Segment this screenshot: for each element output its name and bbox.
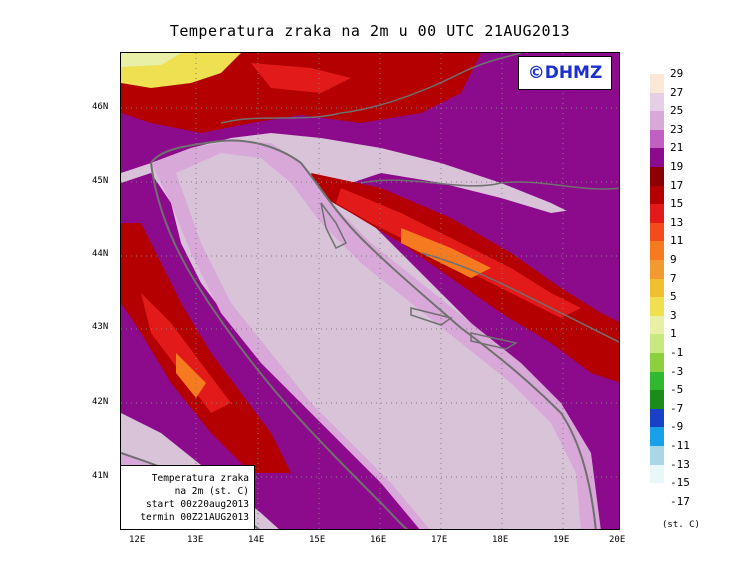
legend-swatch: [650, 334, 664, 353]
legend-swatch: [650, 129, 664, 149]
lat-label-41n: 41N: [92, 471, 109, 481]
legend-label: -1: [670, 346, 684, 359]
legend-label: 9: [670, 253, 677, 266]
legend-label: -15: [670, 476, 690, 490]
legend-label: 3: [670, 308, 677, 322]
lon-label-19e: 19E: [553, 535, 570, 545]
legend-swatch: [650, 185, 664, 205]
legend-label: -17: [670, 494, 690, 508]
legend-swatch: [650, 222, 664, 242]
apennine-orange-core: [176, 353, 206, 398]
legend-swatch: [650, 408, 664, 428]
northern-border: [220, 53, 522, 124]
lat-label-45n: 45N: [92, 176, 109, 186]
legend-label: 1: [670, 327, 677, 341]
legend-swatch: [650, 278, 664, 298]
legend-swatch: [650, 92, 664, 112]
legend-label: 17: [670, 178, 684, 192]
island-korcula: [470, 332, 518, 350]
lat-label-43n: 43N: [92, 322, 109, 332]
legend-label: -3: [670, 364, 684, 378]
legend-label: 21: [670, 141, 684, 155]
lon-label-18e: 18E: [492, 535, 509, 545]
italian-coastline: [150, 162, 409, 529]
forecast-info-box: Temperatura zraka na 2m (st. C) start 00…: [120, 465, 255, 530]
copyright-badge: ©DHMZ: [518, 56, 612, 90]
legend-label: 11: [670, 234, 684, 248]
island-brac-hvar: [410, 307, 453, 326]
temperature-map: [120, 52, 620, 530]
island-krk-cres: [320, 202, 348, 250]
map-canvas: [121, 53, 619, 529]
legend-swatch: [650, 483, 664, 502]
legend-swatch: [650, 464, 664, 484]
legend-label: 5: [670, 290, 677, 304]
adriatic-open-sea: [176, 153, 581, 529]
apennine-red-band: [121, 223, 291, 473]
legend-label: 7: [670, 271, 677, 285]
lon-label-13e: 13E: [187, 535, 204, 545]
legend-label: -11: [670, 439, 690, 452]
legend-swatch: [650, 167, 664, 186]
legend-swatch: [650, 297, 664, 316]
legend-swatch: [650, 390, 664, 409]
legend-swatch: [650, 353, 664, 372]
east-adriatic-coastline: [150, 139, 597, 529]
info-variable: Temperatura zraka: [151, 473, 249, 484]
legend-label: 13: [670, 215, 684, 229]
legend-label: 29: [670, 67, 684, 80]
lon-label-12e: 12E: [129, 535, 146, 545]
legend-swatch: [650, 260, 664, 279]
lat-label-46n: 46N: [92, 102, 109, 112]
legend-swatch: [650, 371, 664, 391]
croatia-border: [360, 179, 619, 190]
lon-label-16e: 16E: [370, 535, 387, 545]
legend-swatch: [650, 111, 664, 130]
legend-swatch: [650, 315, 664, 335]
legend-swatch: [650, 241, 664, 260]
legend-swatch: [650, 427, 664, 446]
lat-label-44n: 44N: [92, 249, 109, 259]
map-title: Temperatura zraka na 2m u 00 UTC 21AUG20…: [169, 22, 571, 40]
legend-swatch: [650, 74, 664, 93]
legend-label: -13: [670, 457, 690, 471]
lon-label-20e: 20E: [609, 535, 626, 545]
apennine-red-core: [141, 293, 231, 413]
legend-label: 15: [670, 197, 684, 211]
bosnia-border: [420, 252, 619, 343]
legend-label: 25: [670, 104, 684, 118]
slovenia-red-patch: [251, 63, 351, 93]
balkan-land-purple: [351, 173, 619, 529]
lon-label-15e: 15E: [309, 535, 326, 545]
lat-label-42n: 42N: [92, 397, 109, 407]
legend-swatch: [650, 148, 664, 167]
legend-label: -5: [670, 383, 684, 397]
legend-label: 19: [670, 160, 684, 173]
info-start-time: start 00z20aug2013: [146, 499, 249, 510]
lat-lon-grid: [121, 53, 619, 529]
legend-swatch: [650, 204, 664, 223]
legend-unit: (st. C): [662, 520, 700, 530]
legend-label: 23: [670, 122, 684, 136]
legend-label: -7: [670, 401, 684, 415]
lon-label-14e: 14E: [248, 535, 265, 545]
info-level-unit: na 2m (st. C): [174, 486, 249, 497]
lon-label-17e: 17E: [431, 535, 448, 545]
dinaric-orange-core: [401, 228, 491, 278]
legend-swatch: [650, 446, 664, 465]
legend-label: 27: [670, 85, 684, 99]
info-valid-time: termin 00Z21AUG2013: [140, 512, 249, 523]
alps-pale-patch: [121, 53, 181, 67]
legend-label: -9: [670, 420, 684, 434]
